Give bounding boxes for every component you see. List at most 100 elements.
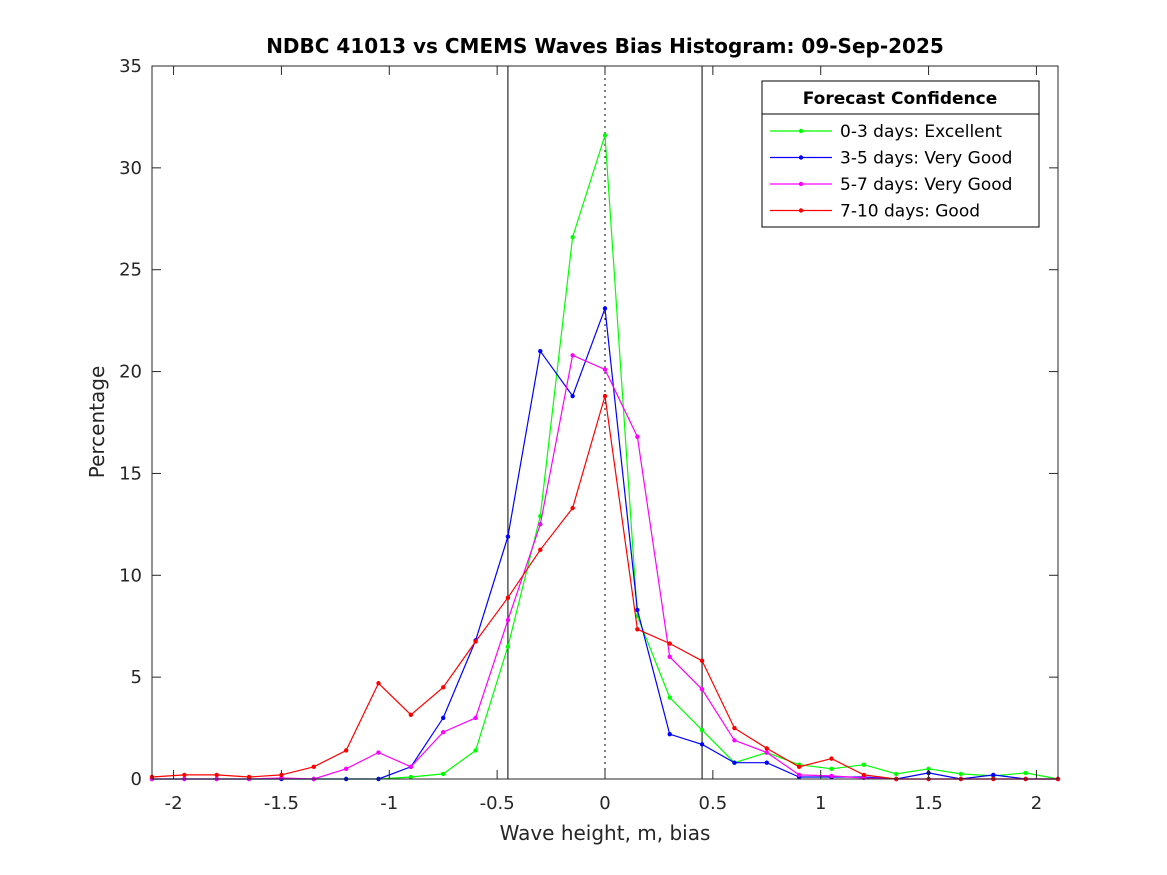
data-point: [343, 766, 349, 772]
data-point: [505, 644, 511, 649]
legend-marker: [798, 181, 804, 187]
data-point: [441, 715, 446, 721]
data-point: [570, 505, 575, 511]
y-tick-label: 30: [119, 158, 142, 179]
data-point: [538, 547, 543, 553]
data-point: [570, 353, 575, 358]
legend: Forecast Confidence 0-3 days: Excellent 3…: [761, 80, 1040, 228]
x-tick-label: -2: [165, 793, 183, 814]
data-point: [667, 731, 672, 737]
data-point: [732, 725, 737, 731]
data-point: [1023, 770, 1028, 776]
x-tick-label: -1: [380, 793, 398, 814]
legend-label: 7-10 days: Good: [840, 202, 980, 222]
x-tick-label: -1.5: [264, 793, 299, 814]
data-point: [635, 434, 640, 439]
data-point: [311, 764, 316, 769]
x-axis-label: Wave height, m, bias: [500, 821, 711, 845]
legend-entry-4: 7-10 days: Good: [770, 202, 980, 222]
legend-box: [761, 80, 1040, 228]
y-tick-label: 15: [119, 463, 142, 484]
data-point: [699, 658, 705, 664]
legend-entry-1: 0-3 days: Excellent: [770, 122, 1002, 142]
data-point: [796, 772, 802, 778]
data-point: [958, 771, 964, 777]
data-point: [473, 715, 478, 721]
legend-label: 0-3 days: Excellent: [840, 122, 1002, 142]
data-point: [441, 729, 446, 735]
legend-marker: [798, 208, 804, 213]
data-point: [343, 748, 349, 753]
x-tick-label: -0.5: [480, 793, 515, 814]
data-point: [473, 639, 478, 644]
x-tick-label: 1.5: [914, 793, 943, 814]
data-point: [505, 617, 511, 623]
data-point: [894, 771, 899, 777]
data-point: [441, 771, 446, 777]
legend-marker: [798, 128, 804, 134]
data-point: [699, 742, 705, 747]
y-tick-label: 20: [119, 362, 142, 383]
y-axis-ticks: 0 5 10 15 20 25 30 35: [119, 56, 1058, 790]
y-tick-label: 5: [131, 667, 142, 688]
data-point: [602, 393, 608, 399]
data-point: [764, 750, 769, 755]
data-point: [505, 534, 511, 539]
legend-label: 3-5 days: Very Good: [840, 149, 1012, 169]
x-tick-label: 0: [599, 793, 610, 814]
data-point: [214, 772, 219, 778]
data-point: [505, 595, 511, 600]
y-tick-label: 10: [119, 565, 142, 586]
data-point: [732, 738, 737, 743]
data-point: [570, 393, 575, 399]
x-tick-label: 0.5: [699, 793, 728, 814]
data-point: [635, 627, 640, 632]
data-point: [602, 306, 608, 311]
legend-title: Forecast Confidence: [803, 89, 998, 109]
data-point: [796, 764, 802, 769]
data-point: [635, 607, 640, 613]
legend-entry-3: 5-7 days: Very Good: [770, 175, 1012, 195]
y-axis-label: Percentage: [85, 366, 109, 479]
y-tick-label: 35: [119, 56, 142, 77]
data-point: [667, 641, 672, 646]
data-point: [861, 762, 867, 767]
data-point: [182, 772, 187, 778]
data-point: [408, 764, 414, 769]
chart-title: NDBC 41013 vs CMEMS Waves Bias Histogram…: [266, 34, 944, 58]
data-point: [991, 772, 996, 778]
data-point: [473, 748, 478, 753]
data-point: [538, 349, 543, 354]
data-point: [926, 766, 931, 772]
legend-label: 5-7 days: Very Good: [840, 175, 1012, 195]
legend-marker: [798, 155, 804, 160]
x-tick-label: 1: [815, 793, 826, 814]
legend-entries: 0-3 days: Excellent 3-5 days: Very Good 5-…: [770, 122, 1012, 222]
data-point: [667, 654, 672, 659]
data-point: [699, 727, 705, 733]
data-point: [829, 766, 834, 772]
data-point: [829, 756, 834, 761]
data-point: [861, 772, 867, 778]
data-point: [667, 695, 672, 700]
legend-entry-2: 3-5 days: Very Good: [770, 149, 1012, 169]
data-point: [602, 133, 608, 138]
data-point: [570, 234, 575, 240]
data-point: [246, 774, 252, 780]
data-point: [376, 750, 381, 755]
data-point: [376, 681, 381, 686]
data-point: [408, 774, 414, 780]
y-tick-label: 25: [119, 260, 142, 281]
data-point: [538, 522, 543, 527]
data-point: [732, 760, 737, 765]
data-point: [699, 687, 705, 692]
data-point: [602, 367, 608, 372]
data-point: [829, 773, 834, 779]
y-tick-label: 0: [131, 769, 142, 790]
data-point: [408, 712, 414, 718]
data-point: [764, 760, 769, 765]
data-point: [764, 746, 769, 751]
x-tick-label: 2: [1031, 793, 1042, 814]
data-point: [441, 685, 446, 690]
